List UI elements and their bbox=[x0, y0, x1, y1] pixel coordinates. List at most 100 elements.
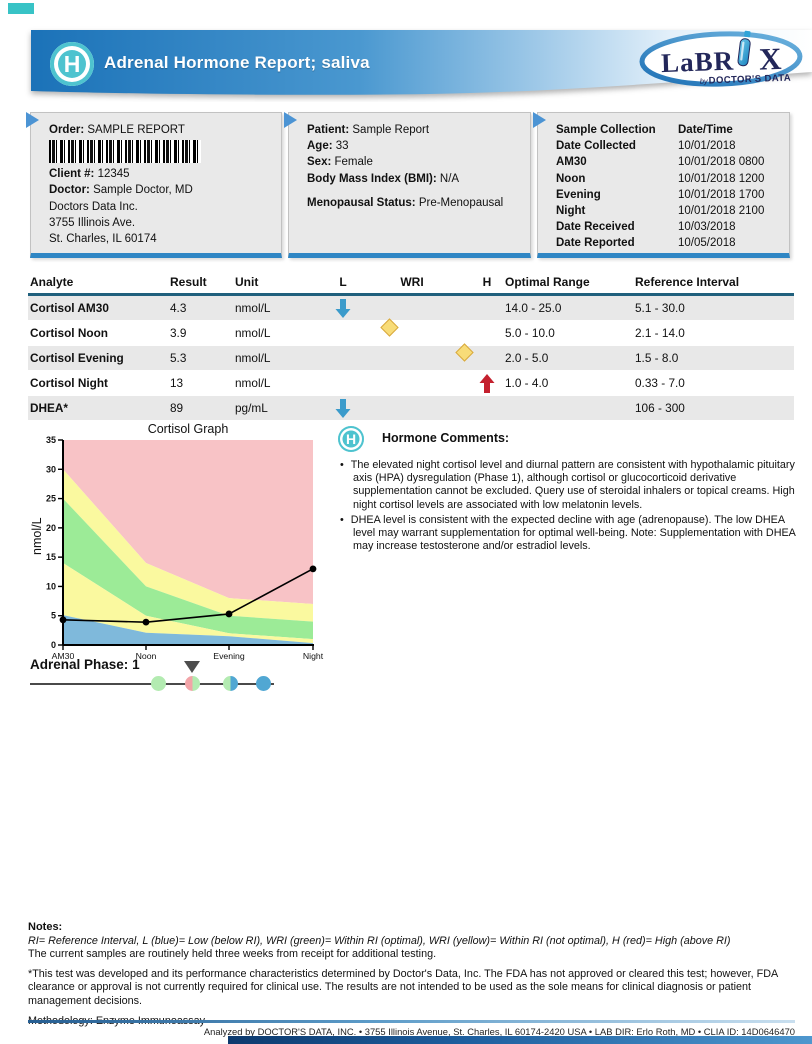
analyte-name: Cortisol AM30 bbox=[30, 301, 109, 315]
patient-row: Sex: Female bbox=[307, 154, 520, 170]
svg-text:AM30: AM30 bbox=[52, 651, 75, 661]
labrix-logo: LaBR X by DOCTOR'S DATA bbox=[639, 30, 803, 87]
svg-text:35: 35 bbox=[46, 435, 56, 445]
logo-byline: DOCTOR'S DATA bbox=[709, 73, 792, 87]
order-line: Order: SAMPLE REPORT bbox=[49, 122, 271, 138]
order-box: Order: SAMPLE REPORT Client #: 12345 Doc… bbox=[26, 112, 282, 258]
phase-stop-2 bbox=[222, 676, 238, 691]
collection-label: Date Received bbox=[556, 221, 635, 234]
table-row: Cortisol Night 13 nmol/L 1.0 - 4.0 0.33 - 7.… bbox=[28, 371, 794, 395]
result-value: 5.3 bbox=[170, 351, 187, 365]
phase-label-text: Adrenal Phase: bbox=[30, 657, 129, 672]
hormone-badge-icon: H bbox=[50, 42, 94, 86]
reference-interval: 2.1 - 14.0 bbox=[635, 326, 685, 340]
col-low: L bbox=[339, 275, 347, 289]
footer-text: Analyzed by DOCTOR'S DATA, INC. • 3755 I… bbox=[203, 1026, 795, 1037]
result-value: 4.3 bbox=[170, 301, 187, 315]
low-arrow-marker bbox=[335, 296, 351, 320]
svg-text:25: 25 bbox=[46, 494, 56, 504]
hormone-comments-title: Hormone Comments: bbox=[382, 431, 510, 445]
collection-label: Date Collected bbox=[556, 140, 636, 153]
field-label: Sex: bbox=[307, 156, 335, 169]
phase-value: 1 bbox=[132, 657, 140, 672]
order-value: SAMPLE REPORT bbox=[87, 124, 185, 136]
notes-fda: *This test was developed and its perform… bbox=[28, 967, 778, 1007]
address-line: St. Charles, IL 60174 bbox=[49, 233, 157, 246]
low-arrow-marker bbox=[335, 396, 351, 420]
optimal-range: 2.0 - 5.0 bbox=[505, 351, 549, 365]
logo-swoosh bbox=[639, 31, 803, 87]
field-value: Female bbox=[334, 156, 373, 169]
adrenal-phase: Adrenal Phase: 1 bbox=[30, 655, 380, 697]
header-band bbox=[31, 30, 812, 95]
svg-text:Evening: Evening bbox=[213, 651, 245, 661]
badge-letter: H bbox=[63, 50, 81, 77]
reference-interval: 106 - 300 bbox=[635, 401, 685, 415]
optimal-range: 1.0 - 4.0 bbox=[505, 376, 549, 390]
comments-badge-letter: H bbox=[345, 431, 357, 447]
collection-header-value: Date/Time bbox=[678, 124, 733, 136]
collection-value: 10/01/2018 1700 bbox=[678, 188, 765, 201]
analyte-name: DHEA* bbox=[30, 401, 69, 415]
col-wri: WRI bbox=[400, 275, 424, 289]
high-arrow-marker bbox=[479, 371, 495, 395]
analyte-name: Cortisol Night bbox=[30, 376, 108, 390]
results-table: Analyte Result Unit L WRI H Optimal Rang… bbox=[28, 272, 794, 421]
notes-section: Notes: RI= Reference Interval, L (blue)=… bbox=[28, 921, 795, 1029]
diamond-shape bbox=[380, 318, 400, 337]
notes-title: Notes: bbox=[28, 921, 63, 933]
svg-text:Night: Night bbox=[303, 651, 324, 661]
unit: nmol/L bbox=[235, 326, 271, 340]
adrenal-phase-label: Adrenal Phase: 1 bbox=[30, 657, 140, 672]
svg-text:Noon: Noon bbox=[136, 651, 157, 661]
svg-text:0: 0 bbox=[51, 640, 56, 650]
col-result: Result bbox=[170, 275, 207, 289]
client-line: Client #: 12345 bbox=[49, 166, 271, 182]
field-label: Age: bbox=[307, 140, 336, 153]
barcode bbox=[49, 140, 201, 164]
table-row: DHEA* 89 pg/mL 106 - 300 bbox=[28, 396, 794, 420]
table-row: Cortisol Noon 3.9 nmol/L 5.0 - 10.0 2.1 - 14… bbox=[28, 318, 794, 345]
collection-label: AM30 bbox=[556, 156, 587, 169]
col-reference: Reference Interval bbox=[635, 275, 740, 289]
phase-stop-0 bbox=[150, 676, 166, 691]
doctor-address: Doctors Data Inc. 3755 Illinois Ave. St. C… bbox=[49, 199, 271, 248]
reference-interval: 0.33 - 7.0 bbox=[635, 376, 685, 390]
doctor-label: Doctor: bbox=[49, 184, 90, 197]
phase-marker-triangle bbox=[184, 661, 200, 673]
collection-value: 10/01/2018 1200 bbox=[678, 172, 765, 185]
phase-stop-3 bbox=[255, 676, 271, 691]
patient-row: Menopausal Status: Pre-Menopausal bbox=[307, 195, 520, 211]
hormone-comments-icon: H bbox=[338, 426, 364, 452]
comment-bullet: DHEA level is consistent with the expect… bbox=[340, 514, 798, 554]
collection-value: 10/05/2018 bbox=[678, 237, 736, 250]
collection-value: 10/01/2018 2100 bbox=[678, 205, 765, 218]
analyte-name: Cortisol Noon bbox=[30, 326, 108, 340]
client-value: 12345 bbox=[97, 168, 130, 181]
unit: nmol/L bbox=[235, 301, 271, 315]
chart-title: Cortisol Graph bbox=[148, 422, 229, 436]
field-label: Menopausal Status: bbox=[307, 196, 419, 209]
collection-label: Evening bbox=[556, 188, 601, 201]
table-row: Cortisol AM30 4.3 nmol/L 14.0 - 25.0 5.1 - 3… bbox=[28, 296, 794, 320]
col-high: H bbox=[482, 275, 492, 289]
patient-row: Patient: Sample Report bbox=[307, 122, 520, 138]
address-line: 3755 Illinois Ave. bbox=[49, 216, 136, 229]
unit: nmol/L bbox=[235, 351, 271, 365]
bottom-band bbox=[228, 1036, 812, 1044]
test-tube-icon bbox=[737, 30, 751, 67]
field-label: Patient: bbox=[307, 124, 353, 136]
patient-row: Body Mass Index (BMI): N/A bbox=[307, 171, 520, 187]
doctor-line: Doctor: Sample Doctor, MD bbox=[49, 182, 271, 198]
doctor-value: Sample Doctor, MD bbox=[93, 184, 193, 197]
collection-label: Night bbox=[556, 205, 586, 218]
analyte-name: Cortisol Evening bbox=[30, 351, 124, 365]
notes-holding: The current samples are routinely held t… bbox=[28, 948, 437, 960]
collection-label: Date Reported bbox=[556, 237, 635, 250]
reference-interval: 5.1 - 30.0 bbox=[635, 301, 685, 315]
field-value: N/A bbox=[439, 172, 460, 185]
sample-collection-box: Sample Collection Date/Time Date Collected… bbox=[533, 112, 790, 258]
notes-legend: RI= Reference Interval, L (blue)= Low (b… bbox=[28, 934, 731, 947]
page-title: Adrenal Hormone Report; saliva bbox=[104, 53, 370, 72]
